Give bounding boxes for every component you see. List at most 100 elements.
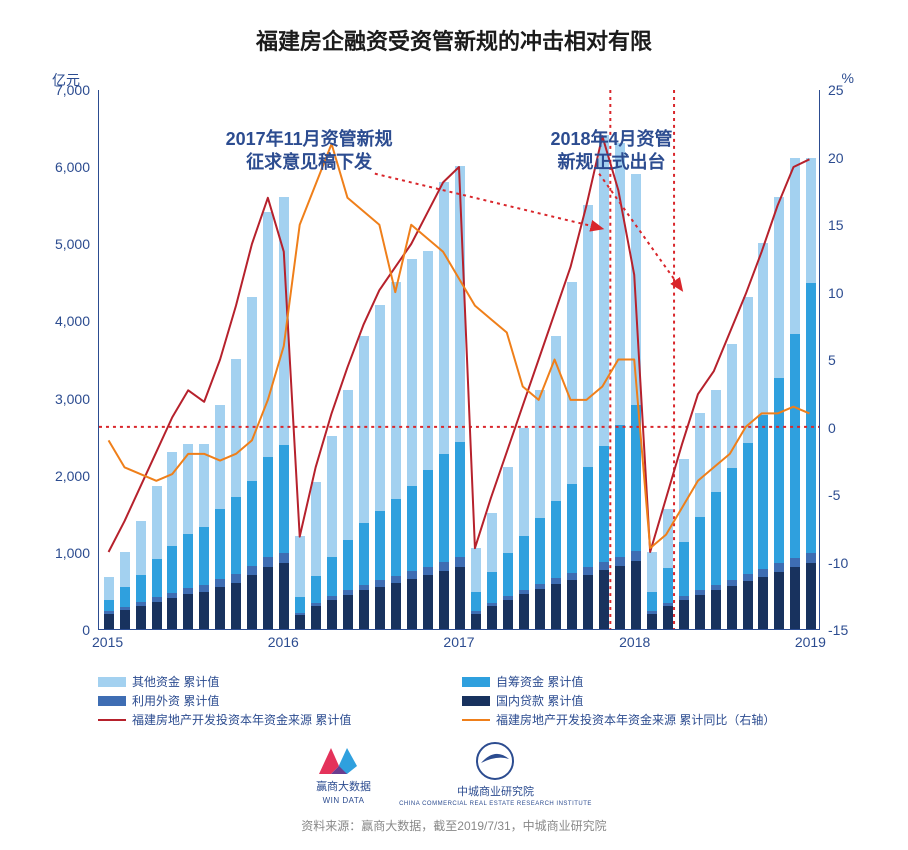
logo-zhongcheng-name: 中城商业研究院 [457,783,534,799]
bar-segment [263,557,273,567]
bar-segment [711,590,721,629]
bar-segment [471,611,481,613]
bar-segment [327,557,337,596]
bar-segment [774,378,784,563]
bar-segment [806,158,816,282]
bar-segment [343,540,353,590]
bar-segment [359,585,369,590]
bar-segment [663,568,673,603]
y-left-tick: 7,000 [40,82,90,98]
y-right-tick: 25 [828,82,868,98]
bar-segment [136,602,146,606]
bar-segment [407,259,417,487]
bar-segment [599,446,609,562]
bar-segment [647,592,657,611]
y-left-tick: 0 [40,622,90,638]
bar-segment [647,552,657,592]
y-right-tick: -15 [828,622,868,638]
bar-segment [583,567,593,575]
bar-segment [503,553,513,595]
bar-segment [615,557,625,566]
bar-segment [311,606,321,629]
bar-segment [487,572,497,603]
bar-segment [199,527,209,585]
bar-segment [167,598,177,629]
bar-segment [695,413,705,517]
bar-segment [215,405,225,509]
logo-windata: 赢商大数据 WIN DATA [316,744,371,805]
bar-segment [279,197,289,445]
bar-segment [311,482,321,575]
bar-segment [183,444,193,534]
bar-segment [519,594,529,629]
y-left-tick: 6,000 [40,159,90,175]
y-left-tick: 5,000 [40,236,90,252]
bar-segment [743,443,753,574]
y-right-tick: 10 [828,285,868,301]
y-right-tick: -5 [828,487,868,503]
bar-segment [631,551,641,561]
y-right-tick: 0 [828,420,868,436]
bar-segment [631,405,641,552]
bar-segment [758,243,768,414]
bar-segment [215,579,225,587]
bar-segment [167,593,177,598]
annotation-label: 2017年11月资管新规征求意见稿下发 [226,128,393,175]
bar-segment [535,584,545,589]
bar-segment [711,585,721,590]
y-left-tick: 2,000 [40,468,90,484]
windata-icon [317,744,371,776]
legend-row: 利用外资 累计值国内贷款 累计值 [98,692,820,709]
legend-label: 福建房地产开发投资本年资金来源 累计值 [132,711,351,728]
y-left-tick: 4,000 [40,313,90,329]
bar-segment [152,486,162,559]
bar-segment [567,484,577,573]
legend: 其他资金 累计值 自筹资金 累计值利用外资 累计值国内贷款 累计值福建房地产开发投… [98,671,820,728]
bar-segment [391,576,401,583]
legend-row: 其他资金 累计值 自筹资金 累计值 [98,673,820,690]
bar-segment [727,344,737,468]
page-root: 福建房企融资受资管新规的冲击相对有限 亿元 % 01,0002,0003,000… [0,0,908,850]
bar-segment [615,566,625,629]
bar-segment [535,390,545,518]
bar-segment [743,574,753,581]
bar-segment [120,587,130,606]
bar-segment [519,590,529,595]
bar-segment [487,603,497,606]
legend-label: 利用外资 累计值 [132,692,219,709]
x-tick-year: 2017 [443,634,474,650]
bar-segment [423,251,433,470]
bar-segment [727,586,737,629]
bar-segment [647,614,657,629]
y-right-tick: -10 [828,555,868,571]
bar-segment [295,615,305,629]
logo-windata-name: 赢商大数据 [316,778,371,794]
bar-segment [391,499,401,576]
bar-segment [471,548,481,592]
bar-segment [439,571,449,629]
bar-segment [152,597,162,602]
bar-segment [295,536,305,597]
bar-segment [359,590,369,629]
bar-segment [167,546,177,592]
bar-segment [120,552,130,587]
bar-segment [487,513,497,572]
bar-segment [790,558,800,567]
bar-segment [407,571,417,579]
bar-segment [695,590,705,595]
legend-label: 其他资金 累计值 [132,673,219,690]
legend-swatch-icon [98,677,126,687]
bar-segment [295,613,305,615]
bar-segment [104,600,114,612]
legend-item: 自筹资金 累计值 [462,673,802,690]
legend-item: 福建房地产开发投资本年资金来源 累计值 [98,711,438,728]
bar-segment [599,562,609,570]
legend-swatch-icon [98,696,126,706]
bar-segment [391,282,401,499]
legend-swatch-icon [98,719,126,721]
bar-segment [774,197,784,378]
bar-segment [423,470,433,566]
plot-area: 2017年11月资管新规征求意见稿下发2018年4月资管新规正式出台 [98,90,820,630]
x-tick-year: 2018 [619,634,650,650]
bar-segment [758,569,768,577]
